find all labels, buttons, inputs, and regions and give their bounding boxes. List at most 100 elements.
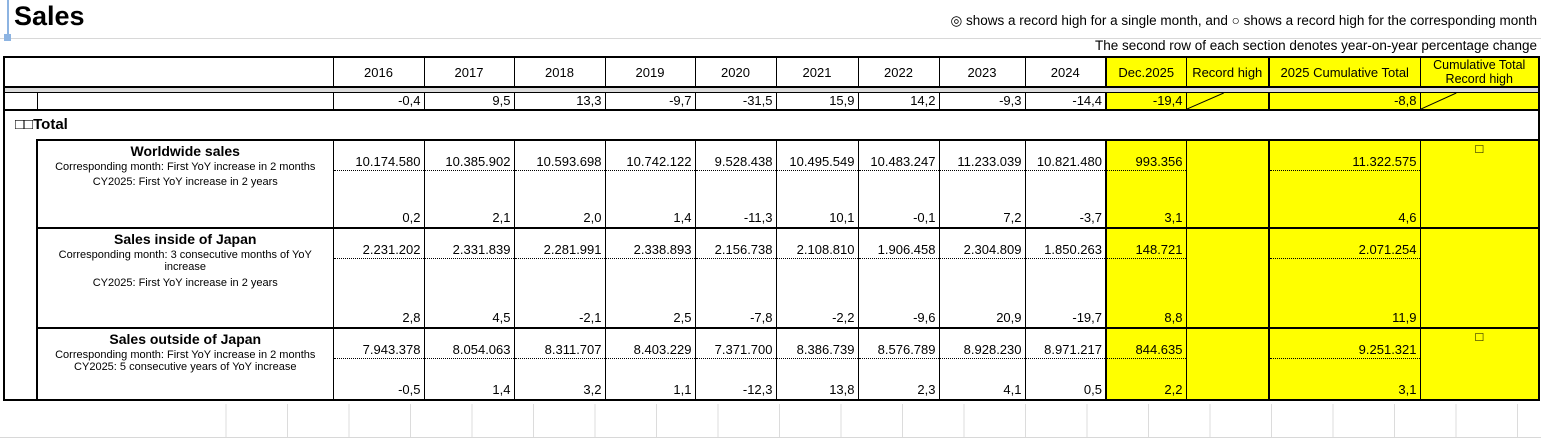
value-cell[interactable]: 1.906.458 -9,6 bbox=[857, 226, 940, 328]
header-dec2025[interactable]: Dec.2025 bbox=[1105, 56, 1187, 88]
spacer-cell[interactable] bbox=[3, 91, 38, 111]
annual-value: 10.174.580 bbox=[334, 142, 423, 171]
header-year[interactable]: 2023 bbox=[938, 56, 1026, 88]
row-worldwide-sales: Worldwide sales Corresponding month: Fir… bbox=[4, 138, 1540, 400]
dec2025-cell[interactable]: 993.356 3,1 bbox=[1105, 138, 1187, 228]
value-cell[interactable]: 10.495.549 10,1 bbox=[775, 138, 859, 228]
yoy-cell[interactable]: 9,5 bbox=[423, 91, 515, 111]
yoy-value: -9,6 bbox=[913, 309, 936, 325]
value-cell[interactable]: 2.331.839 4,5 bbox=[423, 226, 515, 328]
header-cumulative-record-high[interactable]: Cumulative Total Record high bbox=[1419, 56, 1540, 88]
yoy-value: 3,1 bbox=[1398, 381, 1417, 397]
header-empty-cell[interactable] bbox=[3, 56, 334, 88]
annual-value: 8.403.229 bbox=[606, 330, 694, 359]
header-year[interactable]: 2024 bbox=[1024, 56, 1107, 88]
value-cell[interactable]: 2.338.893 2,5 bbox=[604, 226, 696, 328]
yoy-cell-dec2025[interactable]: -19,4 bbox=[1105, 91, 1187, 111]
yoy-cell[interactable]: -0,4 bbox=[332, 91, 425, 111]
selection-handle[interactable] bbox=[4, 34, 11, 41]
cumulative-cell[interactable]: 2.071.254 11,9 bbox=[1268, 226, 1421, 328]
record-high-cell[interactable] bbox=[1185, 326, 1270, 401]
yoy-value: 0,2 bbox=[402, 209, 421, 225]
yoy-cell[interactable]: 13,3 bbox=[513, 91, 606, 111]
row-label-worldwide[interactable]: Worldwide sales Corresponding month: Fir… bbox=[36, 138, 334, 228]
annual-value: 7.943.378 bbox=[334, 330, 423, 359]
row-label-outside-japan[interactable]: Sales outside of Japan Corresponding mon… bbox=[36, 326, 334, 401]
yoy-value: 3,2 bbox=[583, 381, 602, 397]
value-cell[interactable]: 8.576.789 2,3 bbox=[857, 326, 940, 401]
value-cell[interactable]: 8.971.217 0,5 bbox=[1024, 326, 1107, 401]
cumulative-cell[interactable]: 11.322.575 4,6 bbox=[1268, 138, 1421, 228]
record-high-na-cell[interactable] bbox=[1185, 91, 1270, 111]
cumulative-record-high-na-cell[interactable] bbox=[1419, 91, 1540, 111]
yoy-cell[interactable]: -9,7 bbox=[604, 91, 696, 111]
annual-value: 1.906.458 bbox=[859, 230, 938, 259]
dec2025-cell[interactable]: 844.635 2,2 bbox=[1105, 326, 1187, 401]
value-cell[interactable]: 8.054.063 1,4 bbox=[423, 326, 515, 401]
yoy-cell-cumulative[interactable]: -8,8 bbox=[1268, 91, 1421, 111]
annual-value: 8.971.217 bbox=[1026, 330, 1105, 359]
section-total-label[interactable]: □□Total bbox=[15, 116, 68, 133]
yoy-cell[interactable]: -31,5 bbox=[694, 91, 777, 111]
record-high-cell[interactable] bbox=[1185, 138, 1270, 228]
header-year[interactable]: 2019 bbox=[604, 56, 696, 88]
cumulative-record-high-cell[interactable]: □ bbox=[1419, 326, 1540, 401]
cumulative-record-high-cell[interactable] bbox=[1419, 226, 1540, 328]
spacer-column[interactable] bbox=[4, 139, 38, 400]
value-cell[interactable]: 2.156.738 -7,8 bbox=[694, 226, 777, 328]
yoy-note: The second row of each section denotes y… bbox=[1094, 38, 1537, 53]
cumulative-value: 11.322.575 bbox=[1271, 142, 1419, 171]
header-year[interactable]: 2020 bbox=[694, 56, 777, 88]
section-header-row: □□Total bbox=[4, 110, 1539, 140]
value-cell[interactable]: 2.231.202 2,8 bbox=[332, 226, 425, 328]
value-cell[interactable]: 2.304.809 20,9 bbox=[938, 226, 1026, 328]
record-high-cell[interactable] bbox=[1185, 226, 1270, 328]
header-cumulative-total[interactable]: 2025 Cumulative Total bbox=[1268, 56, 1421, 88]
value-cell[interactable]: 2.108.810 -2,2 bbox=[775, 226, 859, 328]
value-cell[interactable]: 10.174.580 0,2 bbox=[332, 138, 425, 228]
yoy-cell[interactable]: -9,3 bbox=[938, 91, 1026, 111]
header-year[interactable]: 2018 bbox=[513, 56, 606, 88]
annual-value: 10.483.247 bbox=[859, 142, 938, 171]
yoy-value: 4,1 bbox=[1003, 381, 1022, 397]
yoy-value: 2,8 bbox=[402, 309, 421, 325]
value-cell[interactable]: 9.528.438 -11,3 bbox=[694, 138, 777, 228]
header-year[interactable]: 2022 bbox=[857, 56, 940, 88]
annual-value: 2.338.893 bbox=[606, 230, 694, 259]
header-year[interactable]: 2016 bbox=[332, 56, 425, 88]
yoy-cell[interactable]: 15,9 bbox=[775, 91, 859, 111]
value-cell[interactable]: 10.593.698 2,0 bbox=[513, 138, 606, 228]
value-cell[interactable]: 1.850.263 -19,7 bbox=[1024, 226, 1107, 328]
value-cell[interactable]: 10.821.480 -3,7 bbox=[1024, 138, 1107, 228]
header-year[interactable]: 2017 bbox=[423, 56, 515, 88]
cumulative-record-high-cell[interactable]: □ bbox=[1419, 138, 1540, 228]
value-cell[interactable]: 8.311.707 3,2 bbox=[513, 326, 606, 401]
header-year[interactable]: 2021 bbox=[775, 56, 859, 88]
row-title: Sales outside of Japan bbox=[109, 330, 262, 347]
value-cell[interactable]: 2.281.991 -2,1 bbox=[513, 226, 606, 328]
value-cell[interactable]: 10.742.122 1,4 bbox=[604, 138, 696, 228]
value-cell[interactable]: 7.943.378 -0,5 bbox=[332, 326, 425, 401]
dec2025-cell[interactable]: 148.721 8,8 bbox=[1105, 226, 1187, 328]
yoy-cell[interactable]: 14,2 bbox=[857, 91, 940, 111]
header-record-high[interactable]: Record high bbox=[1185, 56, 1270, 88]
yoy-value: 4,5 bbox=[492, 309, 511, 325]
value-cell[interactable]: 11.233.039 7,2 bbox=[938, 138, 1026, 228]
value-cell[interactable]: 8.928.230 4,1 bbox=[938, 326, 1026, 401]
yoy-cell[interactable]: -14,4 bbox=[1024, 91, 1107, 111]
value-cell[interactable]: 10.483.247 -0,1 bbox=[857, 138, 940, 228]
value-cell[interactable]: 10.385.902 2,1 bbox=[423, 138, 515, 228]
yoy-value: -7,8 bbox=[750, 309, 773, 325]
month-value: 844.635 bbox=[1108, 330, 1185, 359]
value-cell[interactable]: 7.371.700 -12,3 bbox=[694, 326, 777, 401]
cumulative-cell[interactable]: 9.251.321 3,1 bbox=[1268, 326, 1421, 401]
value-cell[interactable]: 8.386.739 13,8 bbox=[775, 326, 859, 401]
value-cell[interactable]: 8.403.229 1,1 bbox=[604, 326, 696, 401]
page-title[interactable]: Sales bbox=[14, 1, 85, 31]
spacer-cell[interactable] bbox=[36, 91, 334, 111]
yoy-value: 2,3 bbox=[917, 381, 936, 397]
yoy-value: 2,0 bbox=[583, 209, 602, 225]
clipped-yoy-row: -0,4 9,5 13,3 -9,7 -31,5 15,9 14,2 -9,3 … bbox=[3, 91, 1540, 111]
month-value: 993.356 bbox=[1108, 142, 1185, 171]
row-label-inside-japan[interactable]: Sales inside of Japan Corresponding mont… bbox=[36, 226, 334, 328]
